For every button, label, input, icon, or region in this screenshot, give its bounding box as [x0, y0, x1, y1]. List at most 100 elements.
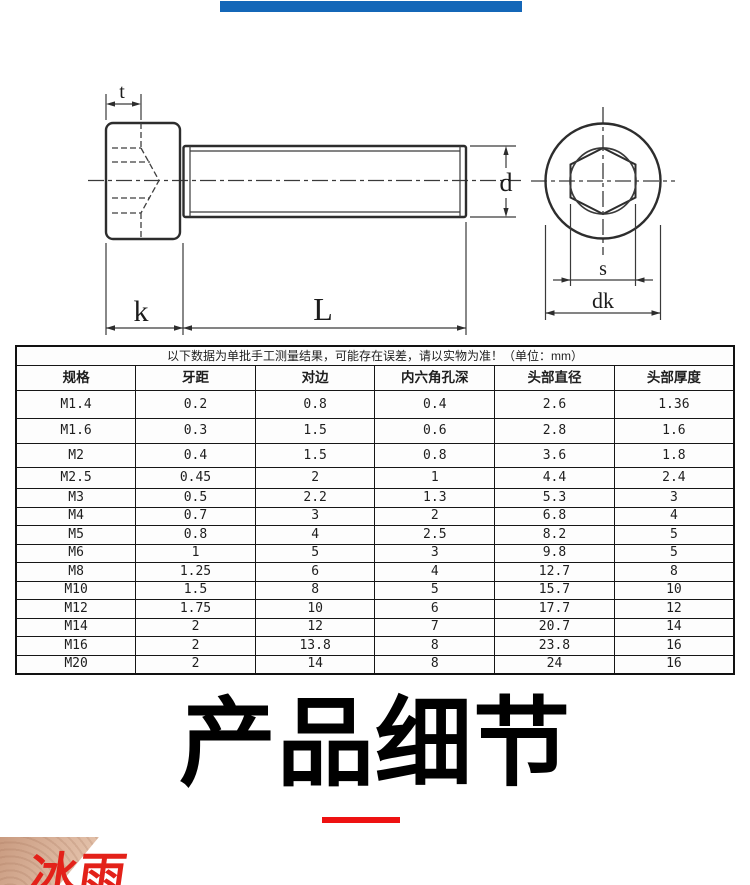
table-cell: 1.5 [254, 443, 376, 468]
table-row: M1.6 0.3 1.5 0.6 2.8 1.6 [15, 418, 735, 444]
dim-label-k: k [134, 295, 149, 328]
table-cell: M5 [15, 525, 137, 545]
dk-arrow-left [545, 310, 555, 316]
table-row: M16 2 13.8 8 23.8 16 [15, 636, 735, 656]
table-cell: 6.8 [494, 506, 615, 526]
table-cell: M6 [15, 543, 137, 563]
head-outer-circle [544, 122, 662, 240]
table-cell: 5.3 [494, 488, 615, 508]
table-cell: 1.75 [135, 599, 256, 619]
table-cell: 0.5 [135, 488, 256, 508]
table-cell: M2.5 [15, 467, 137, 489]
dim-label-dk: dk [592, 288, 614, 313]
dim-label-t: t [119, 81, 125, 103]
table-cell: 12.7 [494, 562, 615, 582]
table-cell: 16 [613, 636, 735, 656]
table-cell: 5 [613, 525, 735, 545]
screw-technical-drawing: t k L d s dk [88, 81, 675, 335]
table-cell: 3 [254, 506, 376, 526]
spec-table-body: M1.4 0.2 0.8 0.4 2.6 1.36 M1.6 0.3 1.5 0.6 2.8 1.6 M… [15, 390, 735, 674]
table-cell: 0.4 [374, 390, 496, 419]
table-row: M14 2 12 7 20.7 14 [15, 617, 735, 637]
column-header: 牙距 [135, 365, 256, 391]
column-header: 规格 [15, 365, 137, 391]
table-row: M12 1.75 10 6 17.7 12 [15, 599, 735, 619]
l-arrow-left [183, 325, 192, 331]
header-row: 规格 牙距 对边 内六角孔深 头部直径 头部厚度 [15, 365, 735, 391]
socket-chamfer-circle [569, 147, 637, 215]
table-cell: 3 [613, 488, 735, 508]
table-cell: M16 [15, 636, 137, 656]
table-cell: 3 [374, 543, 496, 563]
table-cell: 2.6 [494, 390, 615, 419]
table-cell: 5 [613, 543, 735, 563]
table-row: M2.5 0.45 2 1 4.4 2.4 [15, 467, 735, 489]
table-cell: 2 [135, 654, 256, 674]
table-cell: 1.3 [374, 488, 496, 508]
table-cell: M10 [15, 580, 137, 600]
table-cell: 0.45 [135, 467, 256, 489]
dim-label-L: L [313, 291, 333, 327]
table-cell: 5 [254, 543, 376, 563]
table-cell: M20 [15, 654, 137, 674]
table-cell: 0.2 [135, 390, 256, 419]
table-cell: 8.2 [494, 525, 615, 545]
column-header: 对边 [254, 365, 376, 391]
l-arrow-right [457, 325, 466, 331]
measurement-notice: 以下数据为单批手工测量结果，可能存在误差，请以实物为准！（单位：mm） [15, 345, 735, 366]
table-cell: 15.7 [494, 580, 615, 600]
table-cell: 5 [374, 580, 496, 600]
table-cell: 8 [254, 580, 376, 600]
table-cell: 2.5 [374, 525, 496, 545]
table-cell: 2.8 [494, 418, 615, 444]
table-cell: 14 [254, 654, 376, 674]
table-cell: 2 [374, 506, 496, 526]
title-underline [322, 817, 400, 823]
socket-cone-hidden-line [140, 147, 160, 214]
table-cell: 1.5 [254, 418, 376, 444]
top-accent-bar [220, 1, 522, 12]
table-cell: 1.36 [613, 390, 735, 419]
table-cell: 24 [494, 654, 615, 674]
table-cell: 14 [613, 617, 735, 637]
table-cell: 23.8 [494, 636, 615, 656]
table-row: M5 0.8 4 2.5 8.2 5 [15, 525, 735, 545]
table-cell: 6 [254, 562, 376, 582]
table-cell: 17.7 [494, 599, 615, 619]
table-cell: 0.4 [135, 443, 256, 468]
table-cell: 4 [613, 506, 735, 526]
table-cell: M14 [15, 617, 137, 637]
table-cell: 9.8 [494, 543, 615, 563]
dk-arrow-right [651, 310, 661, 316]
screw-shank-outline [182, 144, 468, 219]
screw-head-outline [104, 121, 182, 241]
table-cell: M2 [15, 443, 137, 468]
s-arrow-right [635, 277, 645, 283]
table-cell: 8 [374, 654, 496, 674]
dk-extension-lines [544, 225, 662, 320]
table-row: M3 0.5 2.2 1.3 5.3 3 [15, 488, 735, 508]
table-cell: 2 [135, 617, 256, 637]
dim-label-d: d [500, 168, 513, 197]
dim-label-s: s [599, 258, 607, 280]
table-cell: 1 [374, 467, 496, 489]
notice-row: 以下数据为单批手工测量结果，可能存在误差，请以实物为准！（单位：mm） [15, 345, 735, 366]
table-cell: M4 [15, 506, 137, 526]
table-cell: 0.8 [254, 390, 376, 419]
table-cell: 3.6 [494, 443, 615, 468]
table-cell: 10 [613, 580, 735, 600]
table-cell: 1.8 [613, 443, 735, 468]
table-cell: 7 [374, 617, 496, 637]
table-cell: M1.6 [15, 418, 137, 444]
table-row: M10 1.5 8 5 15.7 10 [15, 580, 735, 600]
section-title: 产品细节 [179, 689, 571, 798]
t-arrow-right [132, 101, 141, 107]
d-extension-lines [470, 145, 516, 218]
table-cell: 1.25 [135, 562, 256, 582]
table-cell: 2 [254, 467, 376, 489]
table-cell: 8 [374, 636, 496, 656]
column-header: 头部厚度 [613, 365, 735, 391]
table-row: M2 0.4 1.5 0.8 3.6 1.8 [15, 443, 735, 468]
table-cell: 13.8 [254, 636, 376, 656]
table-row: M1.4 0.2 0.8 0.4 2.6 1.36 [15, 390, 735, 419]
